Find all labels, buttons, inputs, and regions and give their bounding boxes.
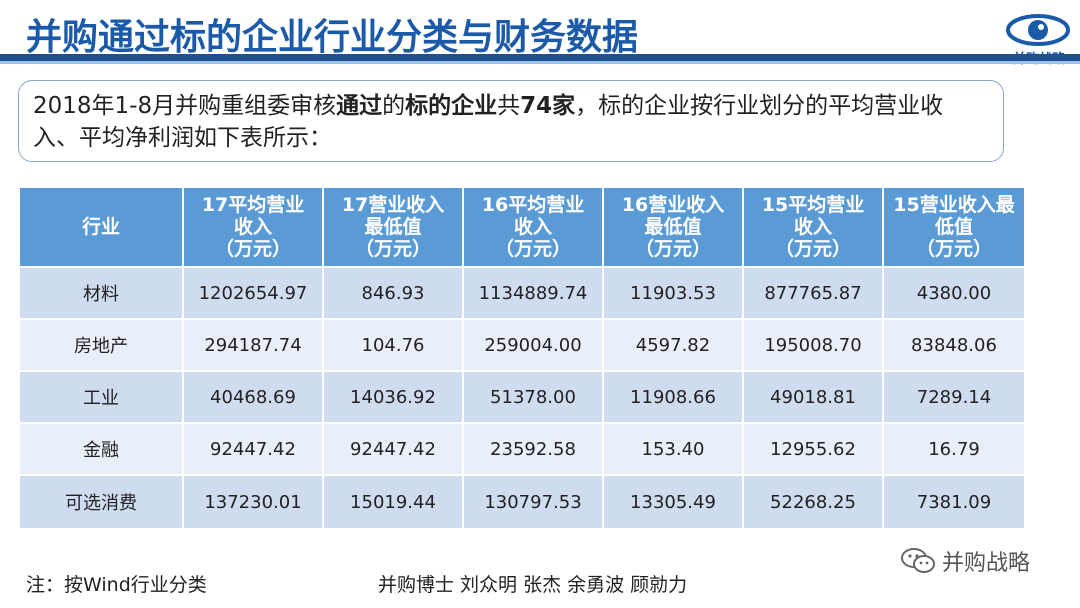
- page-title: 并购通过标的企业行业分类与财务数据: [26, 17, 639, 58]
- table-cell: 153.40: [602, 422, 744, 476]
- header-rule: [0, 54, 1080, 61]
- eye-icon: [1006, 14, 1070, 46]
- table-cell: 可选消费: [18, 474, 184, 530]
- table-cell: 49018.81: [742, 370, 884, 424]
- intro-box: 2018年1-8月并购重组委审核通过的标的企业共74家，标的企业按行业划分的平均…: [18, 80, 1004, 162]
- table-cell: 137230.01: [182, 474, 324, 530]
- table-header-row: 行业 17平均营业 收入 （万元） 17营业收入 最低值 （万元） 16平均营业…: [18, 186, 1026, 268]
- header-rule-light: [0, 61, 1080, 64]
- column-header: 17营业收入 最低值 （万元）: [322, 186, 464, 268]
- table-cell: 52268.25: [742, 474, 884, 530]
- table-cell: 1202654.97: [182, 266, 324, 320]
- column-header: 行业: [18, 186, 184, 268]
- intro-bold: 74家: [520, 93, 576, 119]
- watermark-text: 并购战略: [942, 551, 1031, 576]
- intro-bold: 标的企业: [405, 93, 498, 119]
- table-cell: 材料: [18, 266, 184, 320]
- intro-text: 2018年1-8月并购重组委审核: [33, 93, 337, 119]
- table-cell: 4380.00: [882, 266, 1026, 320]
- watermark: 并购战略: [900, 545, 1030, 577]
- table-cell: 130797.53: [462, 474, 604, 530]
- table-cell: 11903.53: [602, 266, 744, 320]
- wechat-icon: [901, 548, 935, 573]
- table-cell: 104.76: [322, 318, 464, 372]
- column-header: 16平均营业 收入 （万元）: [462, 186, 604, 268]
- footnote: 注：按Wind行业分类: [26, 574, 207, 596]
- table-cell: 7381.09: [882, 474, 1026, 530]
- table-row: 材料 1202654.97 846.93 1134889.74 11903.53…: [18, 266, 1026, 320]
- column-header: 17平均营业 收入 （万元）: [182, 186, 324, 268]
- table-cell: 4597.82: [602, 318, 744, 372]
- table-cell: 92447.42: [182, 422, 324, 476]
- table-cell: 259004.00: [462, 318, 604, 372]
- table-cell: 877765.87: [742, 266, 884, 320]
- intro-text: 的: [382, 93, 406, 119]
- table-cell: 23592.58: [462, 422, 604, 476]
- table-row: 可选消费 137230.01 15019.44 130797.53 13305.…: [18, 474, 1026, 530]
- table-cell: 92447.42: [322, 422, 464, 476]
- intro-bold: 通过: [336, 93, 383, 119]
- table-cell: 11908.66: [602, 370, 744, 424]
- table-cell: 12955.62: [742, 422, 884, 476]
- table-cell: 195008.70: [742, 318, 884, 372]
- column-header: 15平均营业 收入 （万元）: [742, 186, 884, 268]
- table-cell: 846.93: [322, 266, 464, 320]
- table-cell: 房地产: [18, 318, 184, 372]
- table-cell: 1134889.74: [462, 266, 604, 320]
- table-cell: 工业: [18, 370, 184, 424]
- table-cell: 14036.92: [322, 370, 464, 424]
- authors-line: 并购博士 刘众明 张杰 余勇波 顾勍力: [378, 574, 688, 596]
- table-cell: 51378.00: [462, 370, 604, 424]
- industry-finance-table: 行业 17平均营业 收入 （万元） 17营业收入 最低值 （万元） 16平均营业…: [18, 186, 1026, 530]
- table-row: 金融 92447.42 92447.42 23592.58 153.40 129…: [18, 422, 1026, 476]
- table-cell: 13305.49: [602, 474, 744, 530]
- table-cell: 294187.74: [182, 318, 324, 372]
- intro-text: 共: [497, 93, 521, 119]
- column-header: 15营业收入最 低值 （万元）: [882, 186, 1026, 268]
- table-cell: 金融: [18, 422, 184, 476]
- column-header: 16营业收入 最低值 （万元）: [602, 186, 744, 268]
- intro-text: ，标的企业按行业划分的平均营业收入、平均净利润如下表所示：: [33, 93, 944, 151]
- table-cell: 15019.44: [322, 474, 464, 530]
- table-row: 房地产 294187.74 104.76 259004.00 4597.82 1…: [18, 318, 1026, 372]
- table-cell: 83848.06: [882, 318, 1026, 372]
- table-cell: 16.79: [882, 422, 1026, 476]
- table-row: 工业 40468.69 14036.92 51378.00 11908.66 4…: [18, 370, 1026, 424]
- table-cell: 40468.69: [182, 370, 324, 424]
- table-cell: 7289.14: [882, 370, 1026, 424]
